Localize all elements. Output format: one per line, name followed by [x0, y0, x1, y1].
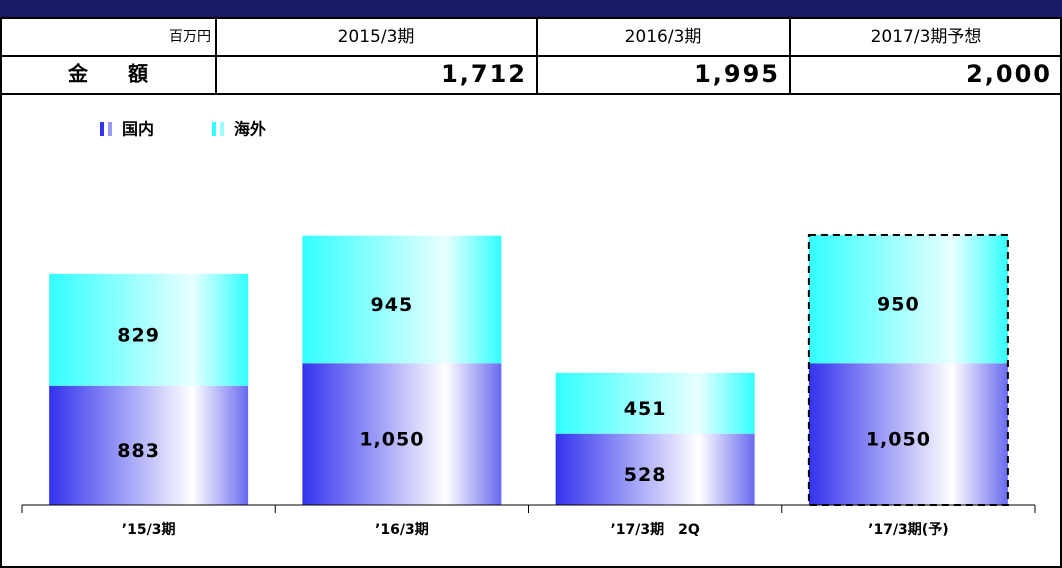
- table-header: 2017/3期予想: [871, 27, 982, 47]
- frame: [0, 17, 1062, 568]
- x-tick-label: ’15/3期: [122, 522, 176, 538]
- bar-segment: [808, 363, 1008, 505]
- bar-segment: [555, 433, 755, 505]
- value-label: 950: [877, 294, 920, 316]
- bar-segment: [49, 273, 249, 386]
- value-label: 451: [624, 398, 667, 420]
- legend-swatch: [212, 122, 216, 136]
- value-label: 945: [371, 294, 414, 316]
- legend-label: 国内: [122, 120, 154, 139]
- value-label: 829: [117, 324, 160, 346]
- legend-swatch: [100, 122, 104, 136]
- bar-segment: [49, 385, 249, 505]
- row-label: 金 額: [67, 62, 148, 86]
- legend-label: 海外: [234, 120, 266, 139]
- value-label: 1,050: [866, 429, 931, 451]
- table-value: 2,000: [966, 60, 1052, 88]
- value-label: 528: [624, 464, 667, 486]
- bar-segment: [808, 235, 1008, 364]
- value-label: 1,050: [359, 429, 424, 451]
- x-tick-label: ’16/3期: [375, 522, 429, 538]
- bar-segment: [302, 363, 502, 505]
- table-header: 2015/3期: [338, 27, 415, 47]
- bar-segment: [302, 235, 502, 364]
- table-header: 2016/3期: [625, 27, 702, 47]
- summary-table: [0, 18, 1062, 95]
- legend-swatch: [108, 122, 112, 136]
- bar-segment: [555, 372, 755, 434]
- legend-swatch: [220, 122, 224, 136]
- table-value: 1,995: [694, 60, 780, 88]
- table-value: 1,712: [441, 60, 527, 88]
- top-band: [0, 0, 1062, 18]
- x-tick-label: ’17/3期(予): [868, 522, 948, 538]
- table-header: 百万円: [169, 29, 211, 45]
- value-label: 883: [117, 440, 160, 462]
- x-tick-label: ’17/3期 2Q: [610, 522, 699, 538]
